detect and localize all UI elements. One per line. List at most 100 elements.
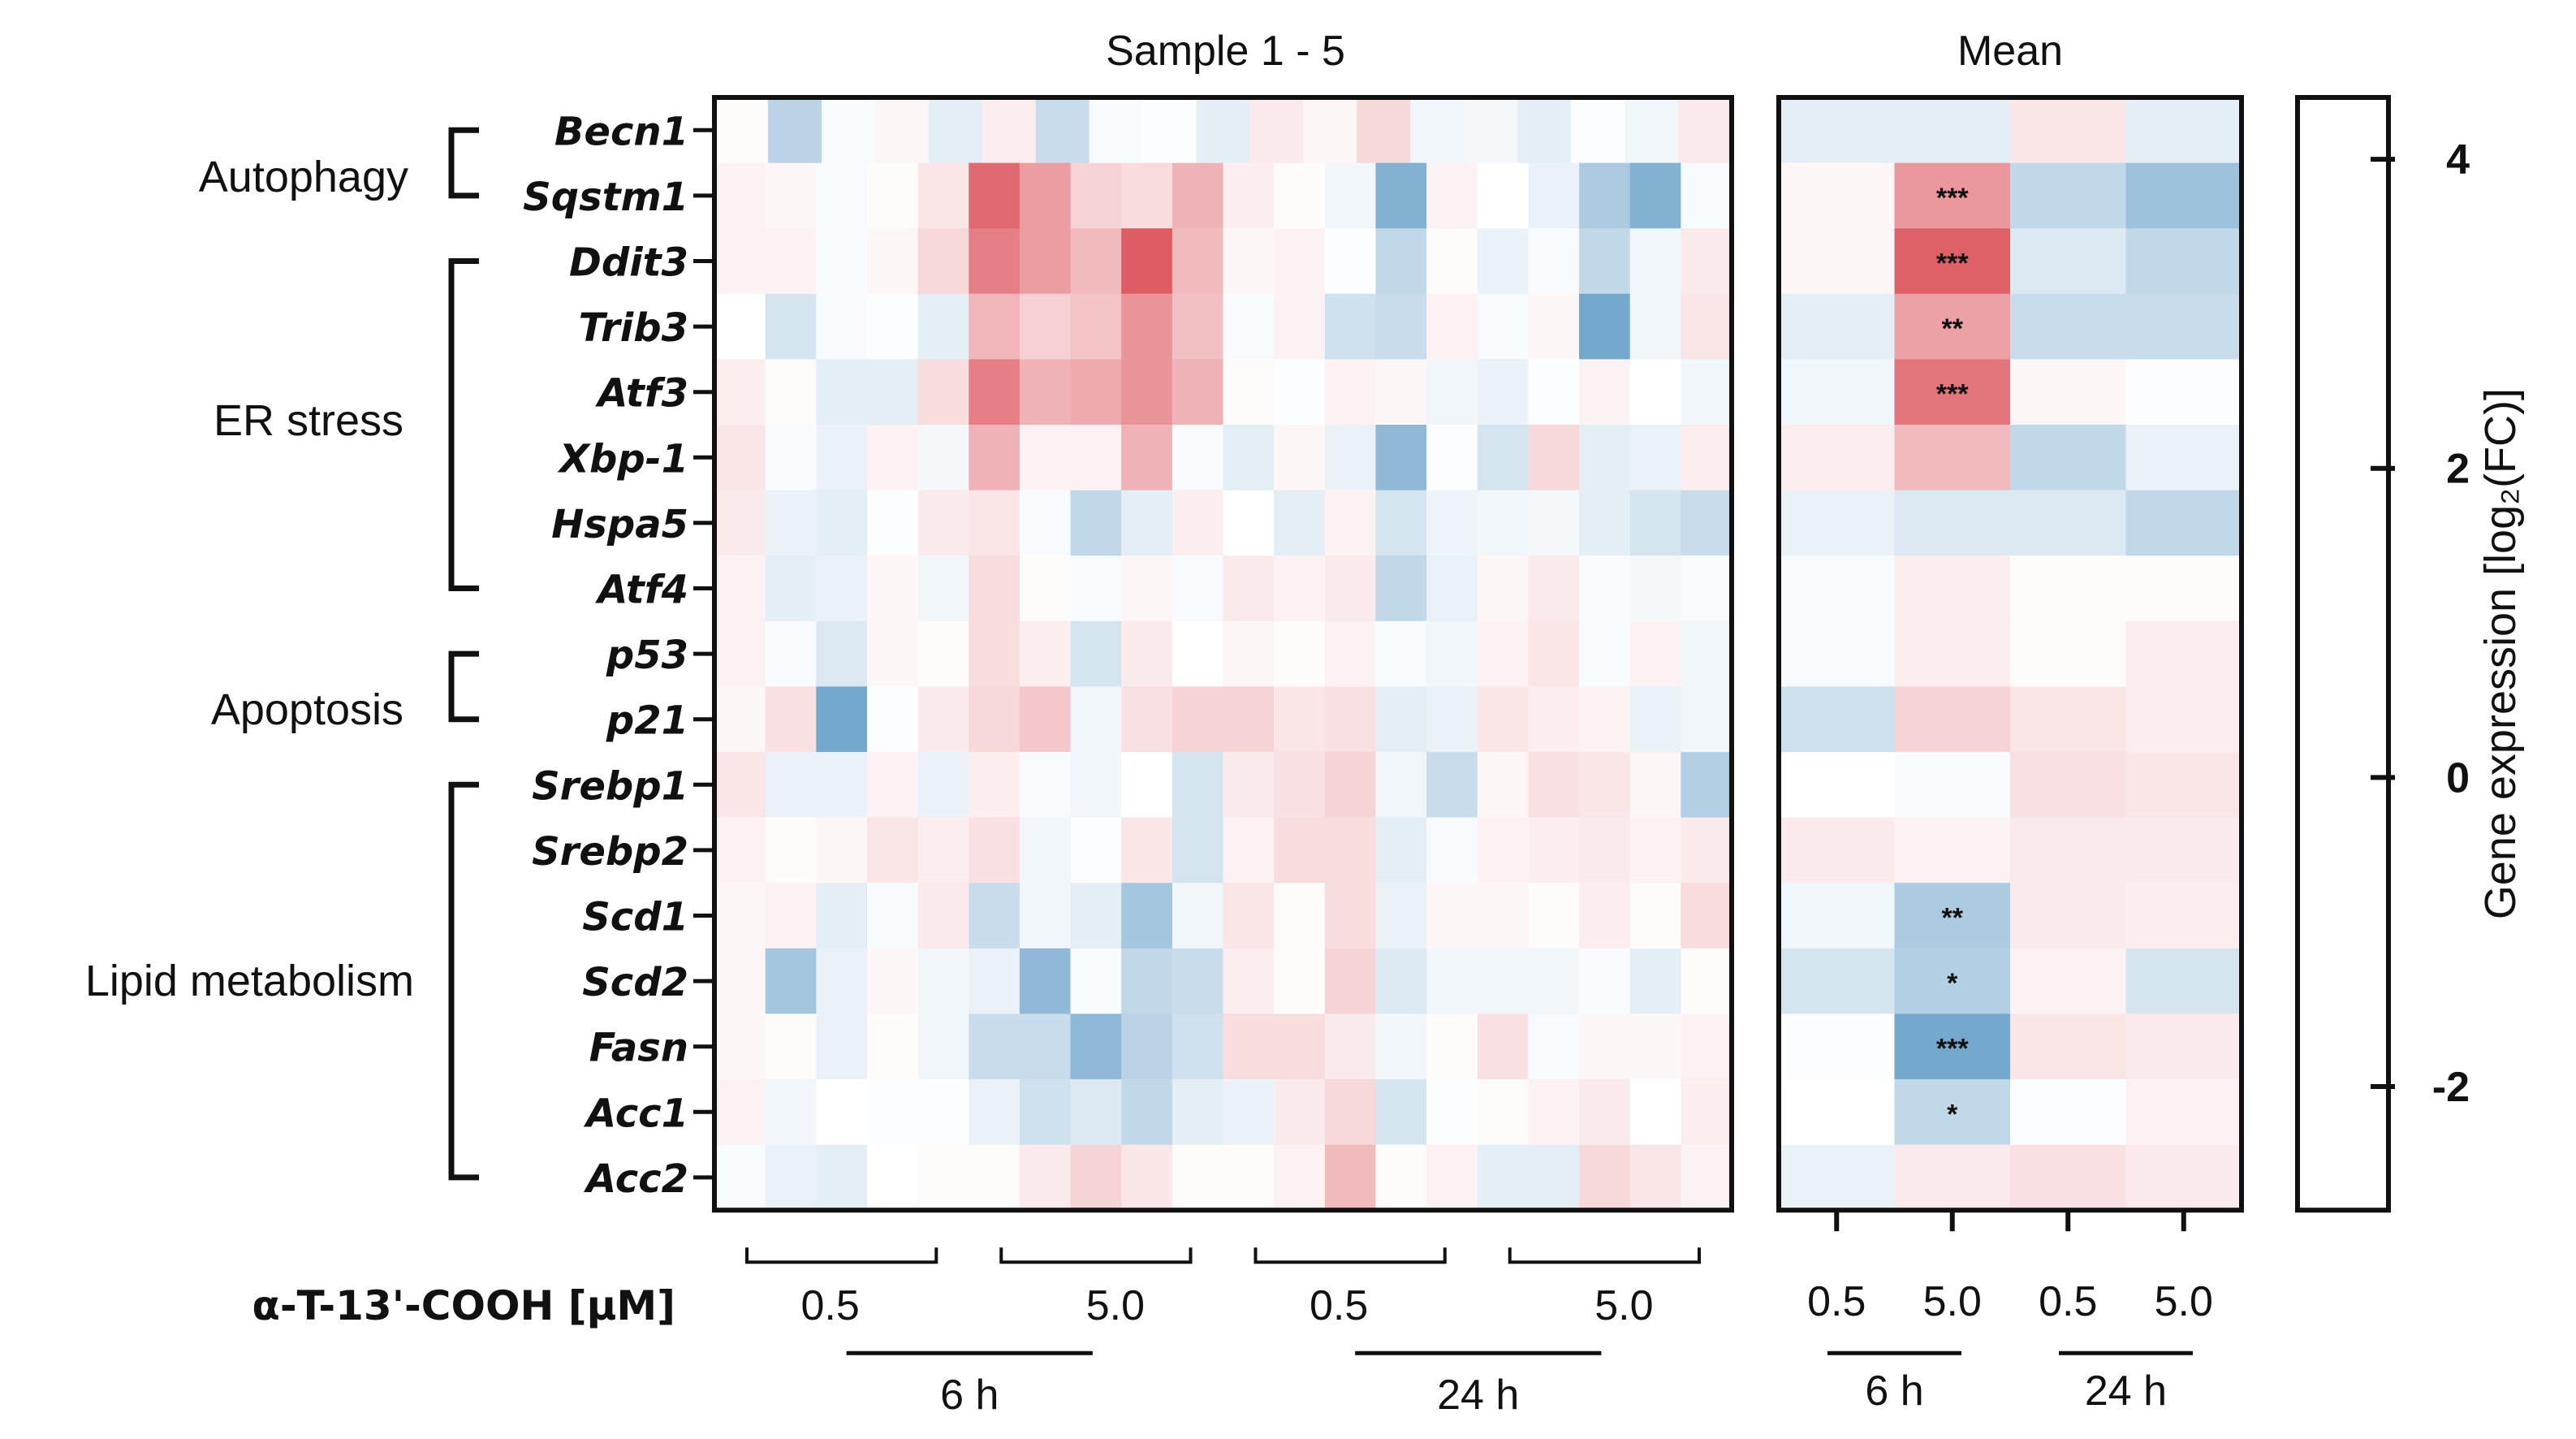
mean-cell [2125,752,2242,819]
mean-cell [2010,359,2127,426]
heatmap-cell [969,883,1020,949]
heatmap-cell [1681,555,1732,622]
heatmap-cell [1579,490,1631,556]
heatmap-cell [1426,1144,1478,1211]
heatmap-cell [1223,1144,1275,1211]
heatmap-cell [1375,1144,1427,1211]
heatmap-cell [1070,686,1122,753]
heatmap-cell [1223,1013,1275,1080]
heatmap-cell [1070,1013,1122,1080]
heatmap-cell [969,1079,1020,1146]
heatmap-cell [1223,620,1275,687]
heatmap-cell [1121,1079,1173,1146]
heatmap-cell [866,1144,919,1211]
heatmap-cell [1579,228,1631,295]
heatmap-cell [1171,425,1224,491]
mean-cell [1779,97,1896,164]
heatmap-cell [982,97,1037,164]
heatmap-cell [816,490,868,556]
significance-marker: *** [1936,183,1969,214]
heatmap-cell [1324,359,1377,426]
heatmap-cell [1196,97,1251,164]
heatmap-cell [1629,1013,1681,1080]
mean-cell [2010,817,2127,884]
heatmap-cell [1274,752,1326,819]
mean-cell [2010,490,2127,556]
group-bracket [448,650,479,723]
mean-cell [2125,620,2242,687]
heatmap-cell [1426,948,1478,1014]
heatmap-cell [1629,359,1681,426]
heatmap-cell [1426,620,1478,687]
heatmap-cell [969,1013,1020,1080]
mean-cell [2010,686,2127,753]
heatmap-cell [1375,162,1427,229]
mean-cell [1894,883,2011,949]
mean-cell [2125,883,2242,949]
mean-cell [2125,228,2242,295]
heatmap-cell [1019,293,1072,360]
heatmap-cell [1528,620,1580,687]
mean-cell [1779,162,1896,229]
mean-cell [1779,752,1896,819]
heatmap-cell [1528,883,1580,949]
heatmap-cell [1681,425,1732,491]
heatmap-cell [1274,425,1326,491]
heatmap-cell [765,293,817,360]
heatmap-cell [1142,97,1197,164]
heatmap-cell [1629,1079,1681,1146]
heatmap-cell [1223,883,1275,949]
heatmap-cell [1477,620,1529,687]
heatmap-cell [714,293,766,360]
gene-label: Ddit3 [569,240,688,286]
heatmap-cell [816,620,868,687]
heatmap-cell [1274,162,1326,229]
heatmap-cell [1375,1079,1427,1146]
gene-label: Acc2 [583,1156,688,1202]
mean-cell [2125,1013,2242,1080]
heatmap-cell [969,490,1020,556]
conc-label: 5.0 [1086,1282,1145,1329]
heatmap-cell [714,228,766,295]
heatmap-cell [1625,97,1679,164]
mean-cell [2125,425,2242,491]
heatmap-cell [1375,293,1427,360]
heatmap-cell [1171,1013,1224,1080]
heatmap-cell [866,1013,919,1080]
heatmap-cell [1426,162,1478,229]
heatmap-cell [1274,293,1326,360]
heatmap-cell [1274,228,1326,295]
heatmap-cell [1019,228,1072,295]
heatmap-cell [1528,359,1580,426]
heatmap-cell [1528,228,1580,295]
mean-cell [1894,97,2011,164]
gene-label: Scd2 [582,960,688,1005]
heatmap-cell [765,162,817,229]
heatmap-cell [1678,97,1732,164]
heatmap-cell [1121,293,1173,360]
heatmap-cell [1375,752,1427,819]
heatmap-cell [1579,1144,1631,1211]
heatmap-cell [1121,1144,1173,1211]
heatmap-cell [1070,1079,1122,1146]
heatmap-cell [1681,1079,1732,1146]
mean-cell [1779,620,1896,687]
colorbar-tick-label: -2 [2432,1064,2470,1111]
heatmap-cell [1223,1079,1275,1146]
mean-time-label: 24 h [2085,1368,2167,1415]
conc-bracket [1508,1247,1701,1264]
mean-cell [2010,293,2127,360]
heatmap-cell [765,1144,817,1211]
heatmap-cell [765,555,817,622]
heatmap-cell [1571,97,1625,164]
mean-time-label: 6 h [1865,1368,1923,1415]
heatmap-cell [1223,359,1275,426]
group-label: Lipid metabolism [85,957,414,1005]
heatmap-cell [714,883,766,949]
heatmap-cell [917,162,969,229]
heatmap-cell [1089,97,1144,164]
heatmap-cell [1324,490,1377,556]
heatmap-cell [1681,359,1732,426]
heatmap-cell [1426,228,1478,295]
heatmap-cell [969,162,1020,229]
